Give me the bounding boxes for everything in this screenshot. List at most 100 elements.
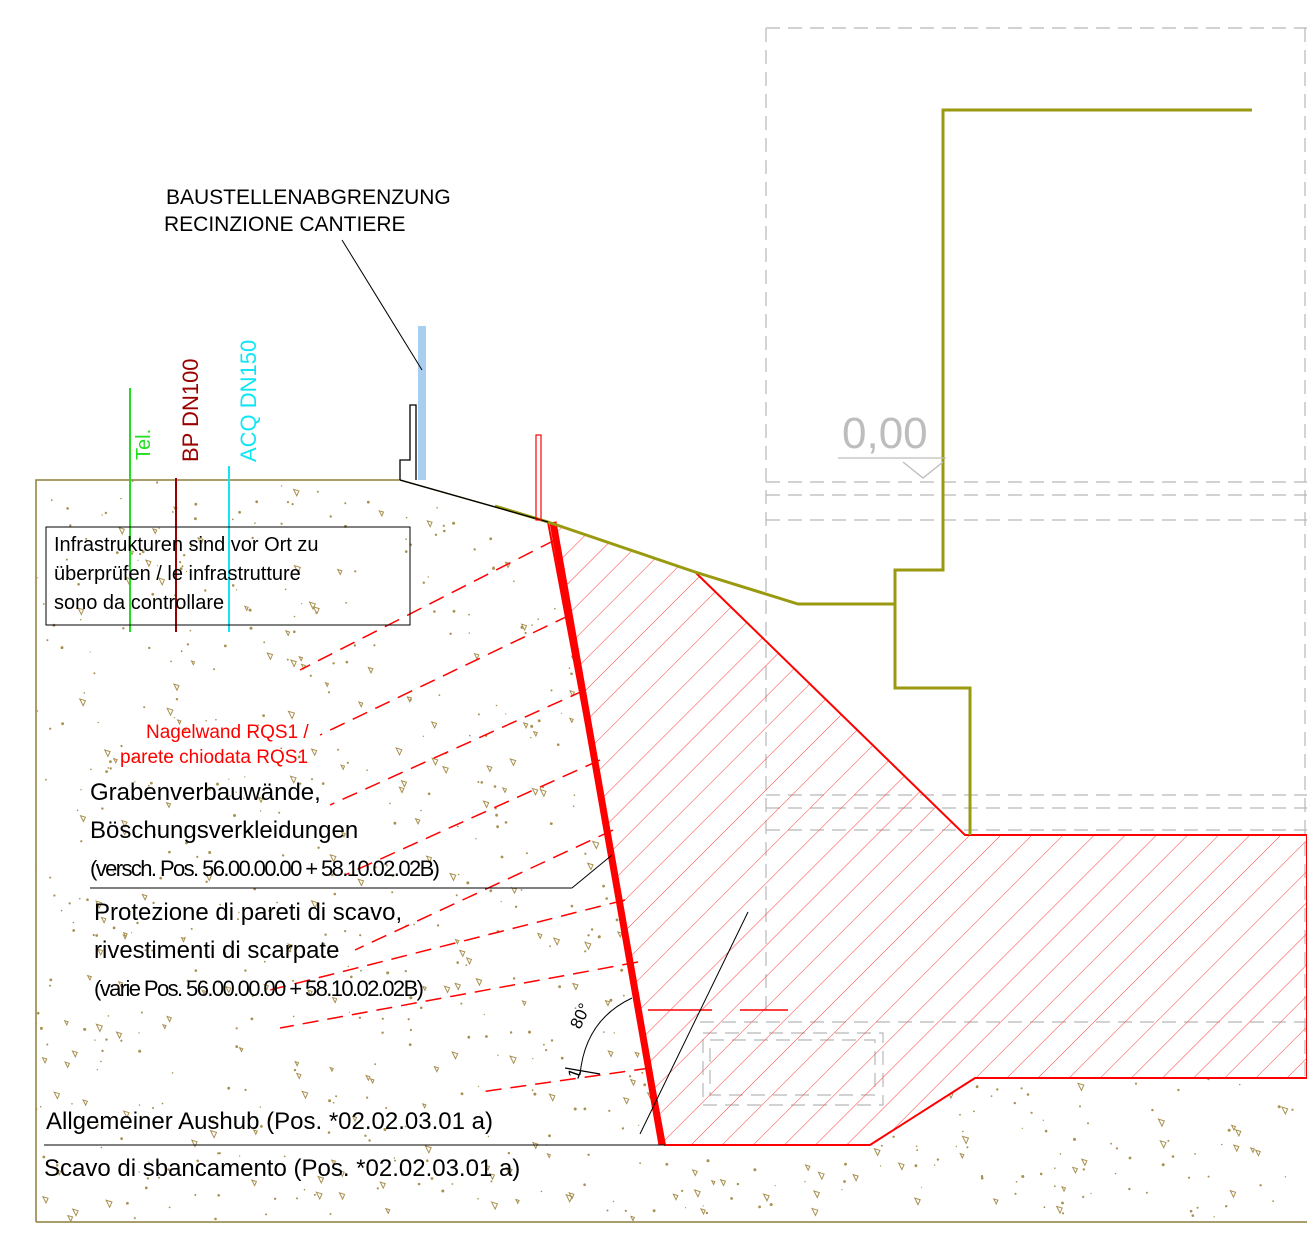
soil-dot	[374, 866, 377, 869]
soil-grain	[266, 652, 274, 661]
soil-dot	[542, 786, 544, 789]
soil-grain	[663, 514, 671, 523]
soil-grain	[284, 630, 291, 637]
soil-dot	[441, 1189, 445, 1193]
soil-dot	[1301, 642, 1303, 644]
soil-dot	[1045, 685, 1047, 687]
soil-dot	[101, 1049, 104, 1053]
soil-dot	[1060, 611, 1063, 614]
soil-dot	[1189, 725, 1192, 728]
soil-dot	[366, 769, 368, 771]
soil-dot	[784, 527, 786, 530]
soil-dot	[315, 611, 318, 614]
excavation-hatch	[546, 520, 1307, 1146]
soil-dot	[473, 548, 476, 551]
soil-grain	[395, 747, 403, 757]
soil-grain	[454, 938, 460, 945]
soil-dot	[72, 929, 76, 932]
soil-dot	[862, 651, 866, 655]
soil-grain	[1257, 748, 1265, 758]
soil-dot	[1247, 533, 1249, 535]
soil-grain	[105, 1199, 113, 1209]
soil-dot	[1275, 785, 1277, 787]
soil-dot	[745, 516, 748, 518]
soil-grain	[784, 610, 792, 619]
soil-dot	[477, 713, 480, 716]
soil-grain	[1133, 600, 1140, 609]
soil-grain	[568, 1192, 575, 1200]
soil-dot	[426, 1159, 429, 1162]
soil-dot	[1233, 749, 1236, 752]
soil-dot	[109, 767, 112, 770]
soil-dot	[568, 667, 571, 669]
soil-grain	[378, 509, 385, 518]
soil-grain	[622, 1096, 630, 1105]
soil-grain	[1179, 630, 1185, 637]
soil-dot	[949, 725, 953, 729]
soil-dot	[280, 522, 283, 525]
soil-grain	[1232, 1144, 1240, 1153]
soil-grain	[1263, 539, 1270, 547]
soil-dot	[785, 480, 788, 483]
soil-dot	[638, 1124, 640, 1126]
soil-dot	[268, 909, 271, 912]
soil-dot	[799, 634, 802, 637]
soil-dot	[570, 672, 573, 676]
soil-dot	[768, 572, 771, 576]
soil-dot	[572, 805, 575, 807]
soil-grain	[430, 721, 438, 729]
soil-grain	[122, 1110, 130, 1119]
soil-dot	[1110, 1142, 1112, 1145]
soil-grain	[1081, 618, 1089, 627]
soil-dot	[233, 814, 236, 817]
soil-dot	[1061, 1212, 1065, 1215]
soil-dot	[189, 629, 192, 632]
soil-grain	[486, 765, 493, 773]
soil-dot	[1053, 1185, 1056, 1188]
soil-dot	[1162, 573, 1165, 577]
soil-grain	[414, 817, 421, 825]
soil-dot	[181, 565, 184, 568]
soil-grain	[1046, 711, 1053, 719]
soil-dot	[344, 502, 347, 505]
soil-dot	[620, 968, 624, 972]
soil-dot	[408, 1043, 412, 1046]
soil-dot	[218, 1152, 221, 1155]
soil-dot	[101, 911, 103, 913]
soil-dot	[880, 1144, 883, 1147]
soil-dot	[1021, 649, 1025, 653]
soil-dot	[913, 690, 916, 693]
soil-dot	[281, 854, 285, 857]
soil-dot	[303, 1188, 306, 1191]
soil-dot	[405, 538, 407, 540]
soil-dot	[196, 855, 199, 859]
soil-dot	[354, 570, 357, 573]
soil-dot	[404, 970, 407, 973]
soil-dot	[1242, 577, 1245, 580]
soil-dot	[420, 809, 422, 812]
soil-grain	[473, 652, 480, 661]
soil-dot	[962, 1130, 964, 1133]
soil-dot	[321, 782, 325, 785]
soil-grain	[289, 775, 297, 785]
soil-grain	[982, 660, 988, 668]
soil-dot	[1141, 780, 1144, 782]
soil-grain	[1080, 1158, 1088, 1167]
soil-dot	[185, 570, 188, 573]
fence-label-de: BAUSTELLENABGRENZUNG	[166, 186, 451, 209]
soil-grain	[1055, 1205, 1063, 1215]
soil-dot	[952, 534, 956, 537]
soil-grain	[63, 1019, 69, 1027]
soil-dot	[990, 1095, 993, 1097]
soil-dot	[86, 898, 89, 901]
soil-dot	[46, 1043, 49, 1046]
soil-grain	[584, 941, 592, 951]
soil-grain	[1128, 732, 1135, 741]
soil-dot	[280, 747, 283, 750]
soil-grain	[1165, 682, 1173, 691]
soil-dot	[172, 511, 174, 513]
soil-dot	[641, 1071, 644, 1074]
soil-dot	[1282, 823, 1286, 827]
soil-dot	[1279, 562, 1282, 565]
soil-dot	[107, 767, 110, 769]
